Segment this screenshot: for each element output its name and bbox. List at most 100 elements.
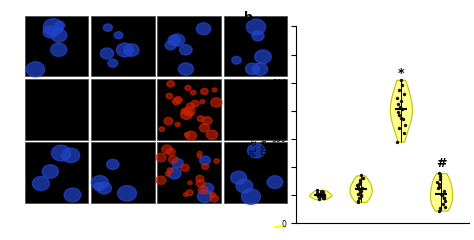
Circle shape — [103, 24, 112, 31]
Point — [401, 131, 408, 135]
Point — [319, 197, 327, 200]
Bar — [157, 142, 221, 203]
Circle shape — [236, 179, 253, 193]
Circle shape — [214, 159, 219, 163]
Point — [354, 200, 362, 204]
Circle shape — [252, 31, 264, 41]
Bar — [25, 79, 88, 140]
Circle shape — [247, 143, 265, 158]
Point — [356, 178, 364, 181]
Circle shape — [267, 176, 283, 189]
Point — [437, 174, 444, 178]
Circle shape — [200, 124, 210, 132]
Circle shape — [97, 182, 111, 194]
Text: Vehicle: Vehicle — [45, 7, 68, 12]
Bar — [91, 16, 155, 76]
Circle shape — [167, 168, 181, 179]
Point — [396, 126, 403, 130]
Circle shape — [186, 190, 193, 196]
Point — [397, 116, 405, 120]
Circle shape — [211, 98, 222, 107]
Circle shape — [198, 186, 208, 194]
Circle shape — [114, 32, 123, 39]
Point — [440, 197, 447, 200]
Point — [395, 113, 403, 117]
Text: #: # — [436, 157, 447, 170]
Point — [356, 190, 364, 194]
Circle shape — [241, 189, 261, 204]
Point — [313, 188, 320, 192]
Point — [320, 195, 328, 198]
Circle shape — [196, 180, 205, 187]
Circle shape — [168, 35, 180, 45]
Point — [441, 189, 448, 193]
Point — [358, 186, 365, 190]
Circle shape — [246, 63, 259, 75]
Circle shape — [188, 181, 192, 185]
Point — [397, 105, 404, 108]
Point — [355, 187, 363, 191]
Circle shape — [156, 153, 166, 162]
Circle shape — [184, 107, 195, 116]
Circle shape — [181, 164, 189, 171]
Circle shape — [197, 155, 201, 158]
Circle shape — [107, 159, 119, 169]
Bar — [91, 79, 155, 140]
Bar — [157, 79, 221, 140]
Point — [357, 189, 365, 193]
Circle shape — [91, 176, 109, 190]
Point — [397, 99, 405, 103]
Circle shape — [167, 168, 173, 173]
Bar — [25, 142, 88, 203]
Text: TH: TH — [16, 42, 20, 50]
Circle shape — [178, 63, 193, 75]
Circle shape — [117, 43, 133, 57]
Circle shape — [210, 192, 216, 198]
Circle shape — [181, 110, 192, 120]
Point — [435, 182, 442, 186]
Circle shape — [173, 98, 181, 105]
Circle shape — [168, 156, 178, 163]
Point — [316, 197, 323, 201]
Circle shape — [166, 148, 175, 156]
Bar — [224, 16, 287, 76]
Circle shape — [201, 183, 214, 194]
Circle shape — [197, 116, 204, 121]
Circle shape — [212, 88, 217, 92]
Circle shape — [51, 43, 67, 56]
Point — [393, 140, 401, 144]
Point — [320, 196, 328, 200]
Circle shape — [43, 26, 58, 38]
Point — [355, 182, 363, 186]
Bar — [157, 16, 221, 76]
Circle shape — [185, 131, 197, 140]
Circle shape — [118, 186, 137, 201]
Point — [401, 123, 409, 127]
Bar — [25, 16, 88, 76]
Point — [314, 192, 321, 196]
Circle shape — [183, 193, 188, 196]
Point — [441, 199, 448, 203]
Circle shape — [62, 148, 80, 163]
Circle shape — [32, 176, 49, 191]
Point — [358, 174, 365, 177]
Circle shape — [184, 132, 190, 137]
Text: b: b — [245, 11, 253, 24]
Circle shape — [43, 19, 64, 35]
Point — [359, 176, 367, 180]
Circle shape — [172, 158, 183, 168]
Point — [436, 171, 443, 175]
Circle shape — [181, 108, 189, 114]
Circle shape — [246, 19, 265, 35]
Circle shape — [175, 122, 180, 126]
Circle shape — [167, 81, 174, 87]
Point — [436, 206, 444, 210]
Circle shape — [253, 63, 268, 75]
Point — [354, 185, 362, 189]
Point — [314, 194, 322, 198]
Circle shape — [188, 112, 193, 116]
Point — [398, 84, 406, 87]
Point — [393, 96, 401, 100]
Circle shape — [191, 100, 199, 107]
Point — [436, 177, 444, 181]
